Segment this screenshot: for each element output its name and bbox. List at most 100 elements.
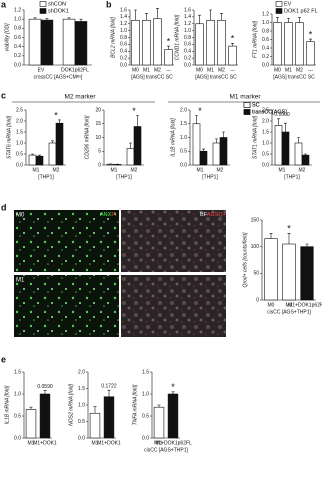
bar	[301, 154, 310, 166]
bar	[217, 20, 226, 66]
y-tick-label: 0.0	[120, 62, 127, 68]
error-bar	[220, 13, 223, 21]
x-tick-label: M1	[285, 67, 292, 73]
error-bar	[31, 153, 34, 156]
bar	[281, 131, 290, 166]
bar	[113, 164, 122, 166]
legend-label: transCC[AGS]	[252, 109, 287, 115]
annotation: 0.1000	[274, 112, 290, 118]
error-bar	[195, 115, 198, 124]
y-tick-label: 0.8	[14, 26, 21, 32]
x-axis-label: [AGS] transCC SC	[195, 74, 237, 80]
x-tick-label: M1	[92, 440, 99, 446]
y-tick-label: 1.0	[262, 20, 269, 26]
channel-name: ANX	[100, 212, 112, 218]
y-axis-label: CD206 mRNA [fold]	[84, 115, 90, 159]
error-bar	[277, 118, 280, 126]
y-tick-label: 2.5	[16, 107, 23, 113]
x-tick-label: M1	[207, 67, 214, 73]
panel-label: b	[106, 0, 112, 9]
x-axis-label: [THP1]	[38, 174, 54, 180]
error-bar	[304, 153, 307, 156]
bar	[273, 22, 282, 66]
y-axis-label: TNFA mRNA [fold]	[132, 384, 138, 425]
bar	[25, 409, 37, 439]
annotation: *	[54, 110, 58, 120]
x-tick-label: DOK1p62FL	[61, 67, 89, 73]
channel-label: ANXPI	[100, 212, 117, 218]
bar	[153, 18, 162, 66]
bar	[192, 123, 201, 166]
y-tick-label: 10	[95, 135, 101, 141]
x-axis-label: [THP1]	[116, 174, 132, 180]
y-axis-label: IL1B mRNA [fold]	[4, 385, 10, 424]
y-tick-label: 1.0	[78, 402, 85, 408]
legend-label: EV	[284, 1, 292, 7]
x-tick-label: M1+DOK1	[97, 440, 121, 446]
x-tick-label: M2	[218, 67, 225, 73]
annotation: *	[167, 36, 171, 46]
error-bar	[58, 119, 61, 124]
y-axis-label: NOS2 mRNA [fold]	[68, 384, 74, 426]
x-axis-label: [AGS] transCC SC	[131, 74, 173, 80]
bar	[35, 155, 44, 166]
channel-name: AGSQ+	[207, 212, 226, 218]
section-header: M1 marker	[229, 94, 261, 101]
legend-swatch	[243, 102, 251, 108]
error-bar	[222, 131, 225, 138]
error-bar	[215, 138, 218, 143]
error-bar	[51, 140, 54, 143]
bar	[133, 126, 142, 166]
y-tick-label: 1.6	[184, 7, 191, 13]
bar	[219, 137, 228, 166]
y-tick-label: 2.0	[262, 118, 269, 124]
y-tick-label: 0.5	[16, 151, 23, 157]
y-tick-label: 0.2	[120, 55, 127, 61]
error-bar	[145, 13, 148, 21]
bar	[131, 20, 140, 66]
y-tick-label: 0.4	[14, 44, 21, 50]
error-bar	[167, 45, 170, 50]
y-tick-label: 0.0	[78, 435, 85, 441]
y-axis-label: viability [OD]	[4, 23, 10, 52]
bar	[39, 393, 51, 439]
bar	[282, 243, 296, 301]
x-tick-label: M1	[197, 167, 204, 173]
error-bar	[79, 18, 83, 22]
y-axis-label: FT1 mRNA [fold]	[252, 20, 258, 58]
y-axis-label: IL1B mRNA [fold]	[170, 118, 176, 157]
y-tick-label: 0	[98, 162, 101, 168]
panel-label: d	[1, 202, 7, 212]
y-tick-label: 0.0	[142, 435, 149, 441]
micrograph	[121, 210, 226, 272]
x-axis-label: [THP1]	[202, 174, 218, 180]
y-tick-label: 0.2	[14, 53, 21, 59]
bar	[48, 142, 57, 166]
x-axis-label: [THP1]	[284, 174, 300, 180]
y-tick-label: 1.0	[120, 28, 127, 34]
x-tick-label: M2	[131, 167, 138, 173]
bar	[212, 142, 221, 166]
legend-label: SC	[252, 102, 260, 108]
annotation: *	[132, 106, 136, 116]
error-bar	[202, 148, 205, 152]
y-tick-label: 0.5	[142, 413, 149, 419]
y-tick-label: 0.5	[14, 413, 21, 419]
error-bar	[156, 7, 159, 19]
x-tick-label: M2	[154, 67, 161, 73]
bar	[274, 125, 283, 166]
y-axis-label: CCND1 mRNA [fold]	[174, 14, 180, 60]
bar	[89, 412, 101, 439]
bar	[195, 23, 204, 66]
bar	[106, 163, 115, 166]
y-tick-label: 0.6	[184, 42, 191, 48]
error-bar	[287, 17, 290, 23]
y-tick-label: 1.2	[120, 21, 127, 27]
section-header: M2 marker	[64, 94, 96, 101]
y-tick-label: 1.4	[184, 14, 191, 20]
x-tick-label: M1+DOK1p62FL	[288, 302, 322, 308]
error-bar	[157, 404, 161, 408]
error-bar	[171, 391, 175, 394]
